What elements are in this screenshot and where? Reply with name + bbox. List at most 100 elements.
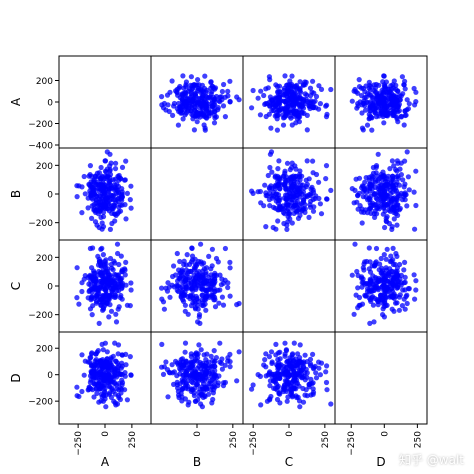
scatter-point — [318, 360, 325, 366]
scatter-point — [304, 370, 310, 376]
scatter-point — [204, 115, 210, 121]
scatter-point — [287, 95, 293, 101]
scatter-point — [356, 77, 362, 83]
scatter-point — [370, 107, 377, 113]
scatter-point — [310, 78, 316, 84]
scatter-point — [304, 158, 310, 164]
scatter-point — [379, 297, 385, 303]
scatter-point — [275, 370, 281, 376]
scatter-point — [383, 185, 389, 191]
scatter-point — [363, 94, 369, 100]
scatter-point — [123, 351, 129, 357]
scatter-point — [296, 173, 303, 179]
scatter-point — [297, 404, 303, 410]
scatter-point — [265, 172, 271, 179]
scatter-point — [89, 350, 95, 356]
scatter-point — [364, 210, 371, 216]
scatter-point — [274, 362, 280, 368]
y-tick-label: 0 — [47, 99, 53, 109]
scatter-point — [385, 272, 391, 279]
scatter-point — [391, 105, 397, 111]
scatter-point — [304, 112, 310, 118]
scatter-point — [124, 397, 130, 403]
scatter-point — [200, 272, 206, 278]
scatter-point — [199, 384, 205, 390]
scatter-point — [266, 111, 272, 117]
scatter-point — [276, 94, 282, 100]
scatter-point — [112, 166, 119, 172]
scatter-point — [203, 307, 209, 313]
scatter-point — [175, 388, 181, 395]
scatter-point — [364, 122, 371, 128]
scatter-point — [411, 189, 417, 195]
scatter-point — [166, 284, 172, 290]
scatter-point — [97, 358, 103, 364]
scatter-point — [323, 163, 330, 169]
scatter-point — [74, 384, 80, 390]
scatter-point — [227, 293, 233, 299]
scatter-point — [194, 109, 200, 115]
scatter-point — [383, 265, 389, 271]
scatter-point — [262, 101, 268, 107]
scatter-point — [284, 379, 290, 385]
scatter-point — [284, 398, 290, 404]
scatter-point — [199, 95, 205, 101]
scatter-point — [290, 365, 296, 371]
scatter-point — [381, 252, 387, 258]
scatter-point — [194, 365, 200, 371]
scatter-point — [76, 183, 82, 189]
scatter-point — [290, 108, 296, 114]
scatter-point — [225, 280, 231, 286]
scatter-point — [211, 359, 217, 365]
scatter-point — [123, 158, 129, 164]
scatter-point — [87, 193, 94, 199]
scatter-point — [106, 186, 112, 192]
scatter-point — [316, 195, 322, 202]
scatter-point — [114, 401, 121, 407]
scatter-point — [363, 175, 369, 181]
scatter-point — [204, 87, 210, 93]
scatter-point — [389, 226, 395, 232]
scatter-point — [128, 205, 134, 211]
scatter-point — [369, 186, 375, 192]
scatter-point — [199, 297, 205, 303]
scatter-point — [99, 220, 105, 226]
scatter-point — [188, 108, 194, 114]
scatter-point — [293, 98, 300, 105]
scatter-point — [306, 103, 312, 109]
scatter-point — [176, 267, 182, 273]
scatter-point — [111, 398, 117, 404]
scatter-point — [115, 342, 122, 348]
x-tick-label: 250 — [128, 431, 138, 448]
scatter-point — [200, 111, 206, 117]
x-tick-label: 0 — [380, 431, 390, 437]
scatter-point — [317, 101, 323, 107]
scatter-point — [107, 226, 113, 232]
scatter-point — [289, 220, 295, 226]
scatter-point — [106, 297, 112, 303]
scatter-point — [171, 263, 177, 269]
scatter-point — [198, 241, 204, 247]
scatter-point — [187, 275, 193, 281]
scatter-point — [220, 103, 227, 109]
scatter-point — [413, 278, 419, 284]
scatter-point — [375, 302, 381, 308]
x-tick-label: 0 — [285, 431, 295, 437]
scatter-point — [163, 359, 169, 365]
scatter-point — [183, 369, 189, 375]
scatter-point — [173, 272, 179, 278]
scatter-point — [323, 176, 329, 182]
scatter-point — [118, 195, 124, 202]
scatter-point — [208, 79, 214, 85]
scatter-point — [366, 295, 372, 301]
scatter-point — [111, 192, 117, 198]
scatter-point — [380, 169, 386, 175]
scatter-point — [107, 181, 113, 187]
scatter-point — [198, 401, 204, 407]
scatter-point — [372, 177, 378, 183]
scatter-point — [113, 311, 119, 317]
scatter-point — [181, 258, 187, 264]
y-tick-label: 200 — [36, 254, 53, 264]
scatter-point — [269, 360, 275, 366]
scatter-point — [358, 85, 365, 91]
